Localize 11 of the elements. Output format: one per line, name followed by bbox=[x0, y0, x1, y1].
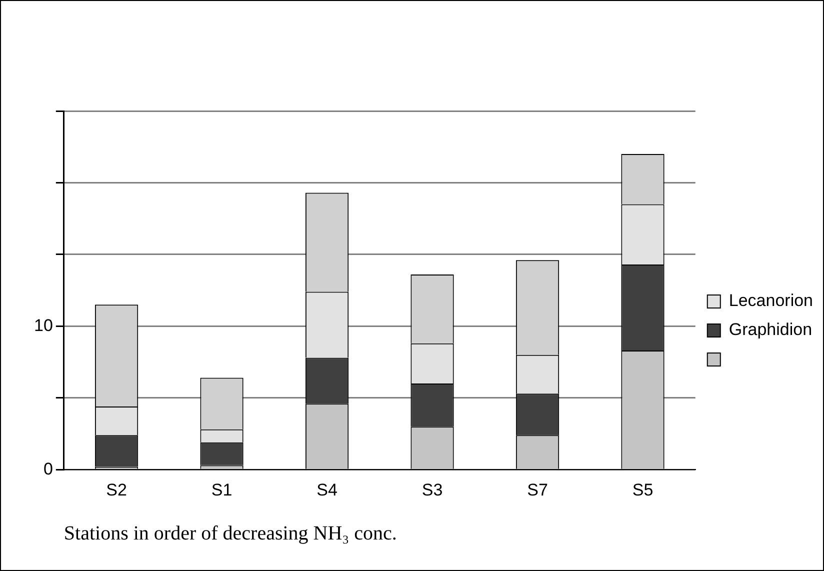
y-tick-label: 10 bbox=[34, 316, 53, 335]
legend-label: Graphidion bbox=[728, 320, 812, 340]
x-tick-label: S2 bbox=[106, 480, 127, 500]
y-tick-label: 0 bbox=[43, 459, 53, 478]
x-tick-label: S7 bbox=[527, 480, 548, 500]
x-axis-title: Stations in order of decreasing NH₃ conc. bbox=[64, 522, 397, 544]
x-tick-label: S3 bbox=[422, 480, 443, 500]
x-tick-label: S4 bbox=[316, 480, 338, 500]
x-tick-label: S1 bbox=[211, 480, 232, 500]
legend-label: Lecanorion bbox=[728, 291, 814, 310]
x-tick-label: S5 bbox=[632, 480, 654, 500]
